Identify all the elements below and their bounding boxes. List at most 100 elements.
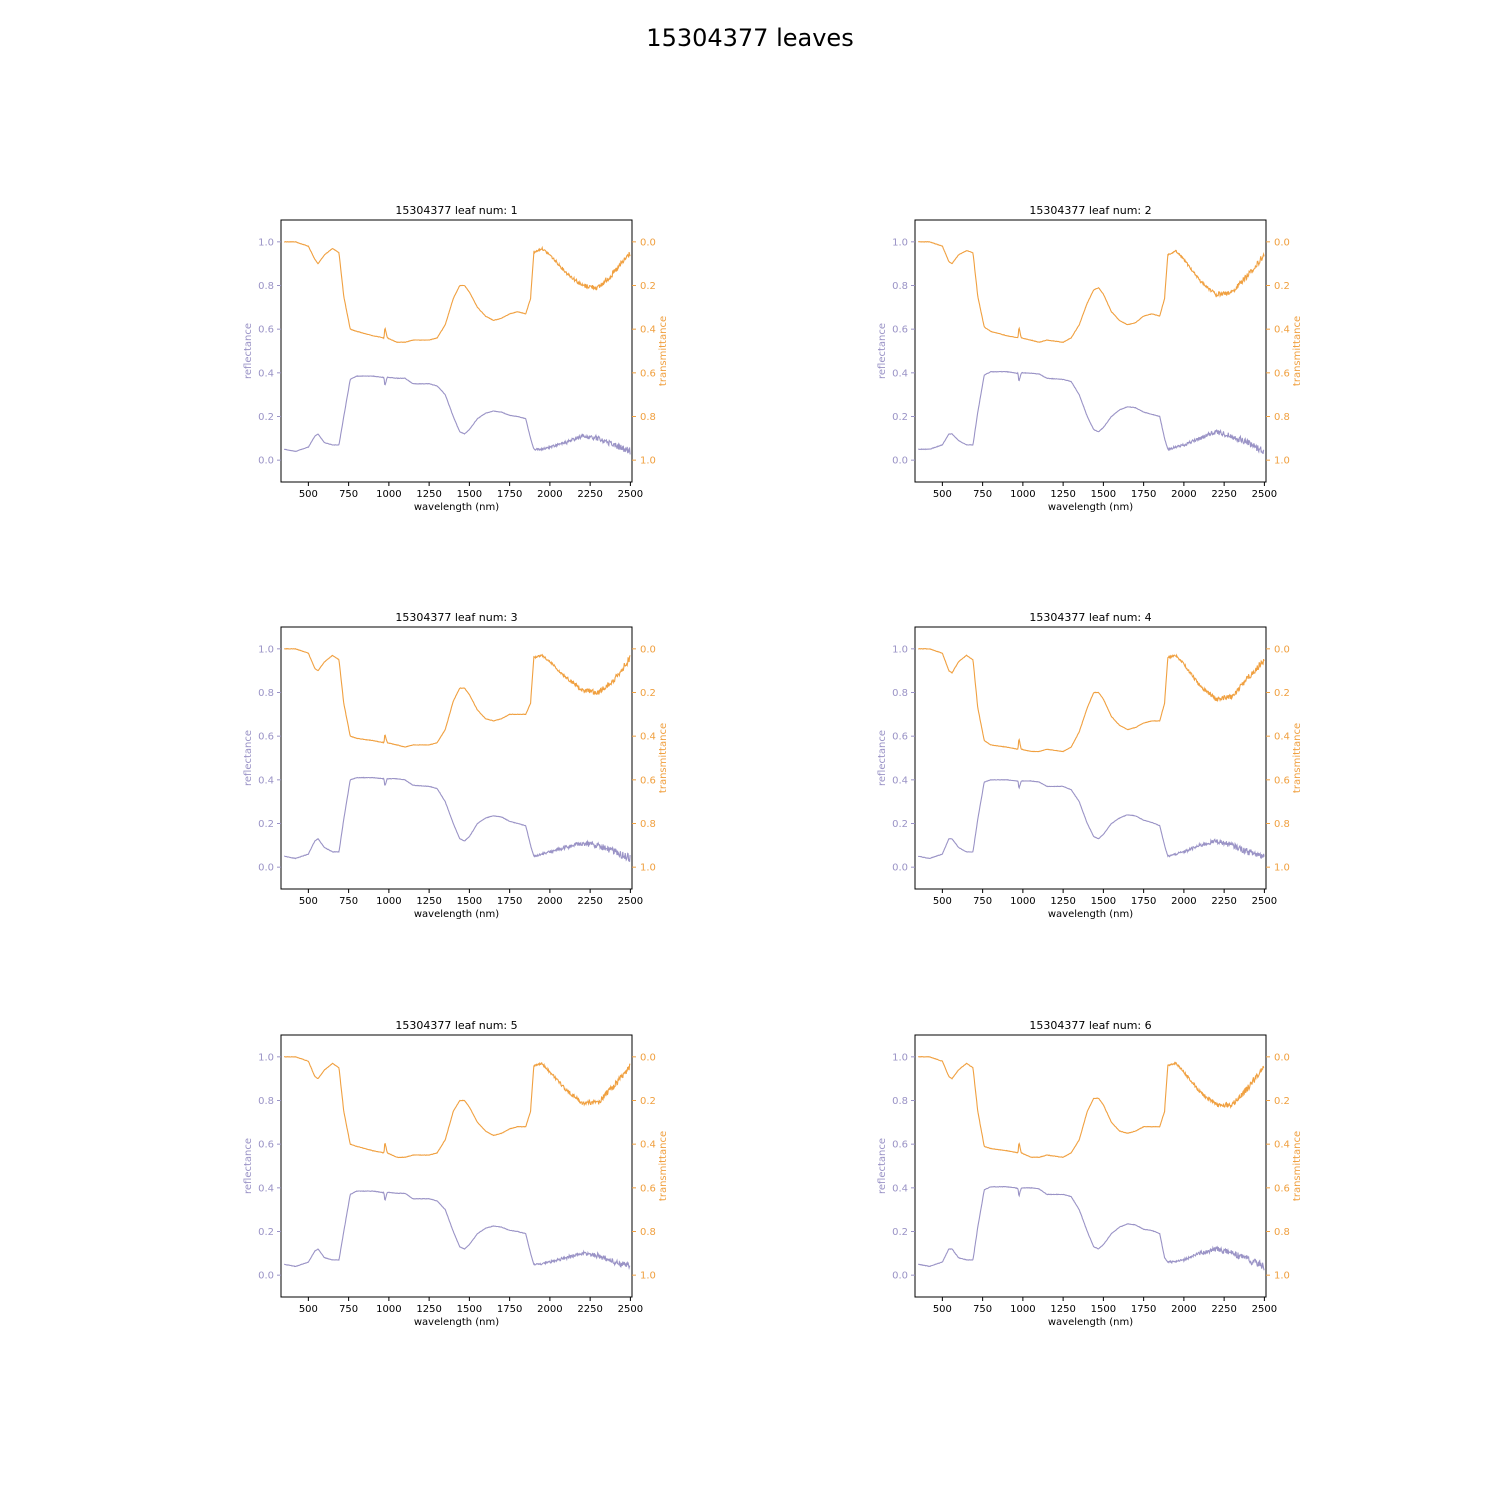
- y-left-tick-label: 0.0: [258, 456, 274, 467]
- x-tick-label: 1000: [1010, 489, 1035, 500]
- y-right-tick-label: 1.0: [640, 456, 656, 467]
- y-right-tick-label: 0.2: [1274, 1096, 1290, 1107]
- x-tick-label: 1500: [457, 1304, 482, 1315]
- y-left-axis-label: reflectance: [877, 730, 888, 786]
- y-left-tick-label: 0.6: [892, 325, 908, 336]
- y-left-tick-label: 0.8: [258, 281, 274, 292]
- subplot-2: 15304377 leaf num: 2 500 750 1000 1250 1500 17…: [877, 204, 1303, 513]
- x-tick-label: 1000: [376, 489, 401, 500]
- x-tick-label: 1750: [497, 896, 522, 907]
- x-tick-label: 2250: [1211, 1304, 1236, 1315]
- plot-frame: [914, 626, 1267, 890]
- y-right-tick-label: 0.4: [1274, 732, 1290, 743]
- y-left-tick-label: 0.0: [892, 863, 908, 874]
- y-right-tick-label: 0.2: [640, 281, 656, 292]
- subplot-title: 15304377 leaf num: 6: [1029, 1019, 1151, 1032]
- x-tick-label: 2500: [1252, 489, 1277, 500]
- y-right-tick-label: 0.0: [1274, 644, 1290, 655]
- subplot-4: 15304377 leaf num: 4 500 750 1000 1250 1500 17…: [877, 611, 1303, 920]
- x-axis-label: wavelength (nm): [1048, 1317, 1133, 1328]
- y-right-tick-label: 0.8: [1274, 412, 1290, 423]
- subplot-title: 15304377 leaf num: 1: [395, 204, 517, 217]
- plot-frame: [914, 219, 1267, 483]
- x-tick-label: 2250: [577, 489, 602, 500]
- y-left-tick-label: 0.2: [258, 412, 274, 423]
- y-left-tick-label: 0.0: [892, 456, 908, 467]
- x-tick-label: 2250: [577, 896, 602, 907]
- subplot-title: 15304377 leaf num: 3: [395, 611, 517, 624]
- subplot-title: 15304377 leaf num: 4: [1029, 611, 1151, 624]
- x-tick-label: 1250: [1050, 1304, 1075, 1315]
- x-tick-label: 500: [933, 1304, 952, 1315]
- x-tick-label: 1250: [416, 896, 441, 907]
- y-left-tick-label: 1.0: [258, 237, 274, 248]
- y-right-axis-label: transmittance: [1292, 723, 1303, 793]
- y-right-tick-label: 0.8: [640, 1227, 656, 1238]
- x-tick-label: 750: [339, 1304, 358, 1315]
- plot-frame: [280, 626, 633, 890]
- y-right-tick-label: 0.8: [1274, 819, 1290, 830]
- x-tick-label: 1250: [416, 1304, 441, 1315]
- y-right-axis-label: transmittance: [658, 723, 669, 793]
- x-tick-label: 1000: [376, 1304, 401, 1315]
- y-left-tick-label: 0.4: [892, 368, 908, 379]
- x-tick-label: 750: [973, 489, 992, 500]
- y-right-tick-label: 0.0: [1274, 1052, 1290, 1063]
- transmittance-line: [918, 648, 1265, 753]
- y-left-tick-label: 0.6: [258, 732, 274, 743]
- x-tick-label: 750: [339, 489, 358, 500]
- y-right-tick-label: 0.2: [1274, 281, 1290, 292]
- y-right-tick-label: 0.6: [1274, 775, 1290, 786]
- x-tick-label: 2500: [618, 489, 643, 500]
- y-right-tick-label: 0.8: [1274, 1227, 1290, 1238]
- x-tick-label: 2000: [1171, 489, 1196, 500]
- y-right-tick-label: 0.8: [640, 412, 656, 423]
- y-left-axis-label: reflectance: [877, 323, 888, 379]
- x-tick-label: 1000: [376, 896, 401, 907]
- y-left-tick-label: 0.4: [258, 775, 274, 786]
- y-right-tick-label: 0.0: [640, 237, 656, 248]
- x-tick-label: 1750: [1131, 1304, 1156, 1315]
- y-left-tick-label: 0.2: [258, 1227, 274, 1238]
- reflectance-line: [283, 375, 631, 455]
- y-left-tick-label: 0.8: [892, 688, 908, 699]
- x-tick-label: 500: [299, 896, 318, 907]
- y-left-tick-label: 0.2: [892, 819, 908, 830]
- y-left-tick-label: 0.0: [258, 1271, 274, 1282]
- y-right-tick-label: 0.6: [640, 1183, 656, 1194]
- x-tick-label: 1750: [1131, 896, 1156, 907]
- x-tick-label: 2250: [1211, 896, 1236, 907]
- y-left-axis-label: reflectance: [243, 323, 254, 379]
- y-left-tick-label: 0.4: [892, 1183, 908, 1194]
- y-right-tick-label: 0.2: [1274, 688, 1290, 699]
- x-tick-label: 1250: [416, 489, 441, 500]
- subplot-title: 15304377 leaf num: 5: [395, 1019, 517, 1032]
- y-right-tick-label: 0.2: [640, 688, 656, 699]
- x-tick-label: 2250: [1211, 489, 1236, 500]
- x-tick-label: 750: [339, 896, 358, 907]
- x-axis-label: wavelength (nm): [1048, 502, 1133, 513]
- x-tick-label: 1500: [1091, 896, 1116, 907]
- x-axis-label: wavelength (nm): [1048, 909, 1133, 920]
- subplot-title: 15304377 leaf num: 2: [1029, 204, 1151, 217]
- reflectance-line: [918, 370, 1265, 455]
- y-right-axis-label: transmittance: [1292, 316, 1303, 386]
- y-left-tick-label: 0.6: [258, 325, 274, 336]
- y-left-tick-label: 0.2: [892, 1227, 908, 1238]
- x-tick-label: 1750: [497, 1304, 522, 1315]
- y-right-tick-label: 0.0: [640, 644, 656, 655]
- plot-frame: [280, 219, 633, 483]
- x-axis-label: wavelength (nm): [414, 1317, 499, 1328]
- y-right-tick-label: 0.4: [640, 325, 656, 336]
- x-tick-label: 2000: [537, 896, 562, 907]
- x-tick-label: 1500: [457, 489, 482, 500]
- x-tick-label: 1750: [1131, 489, 1156, 500]
- y-left-tick-label: 0.6: [258, 1140, 274, 1151]
- x-tick-label: 2500: [618, 896, 643, 907]
- y-right-tick-label: 0.0: [640, 1052, 656, 1063]
- x-axis-label: wavelength (nm): [414, 502, 499, 513]
- y-right-tick-label: 0.0: [1274, 237, 1290, 248]
- y-right-axis-label: transmittance: [658, 316, 669, 386]
- x-tick-label: 1250: [1050, 489, 1075, 500]
